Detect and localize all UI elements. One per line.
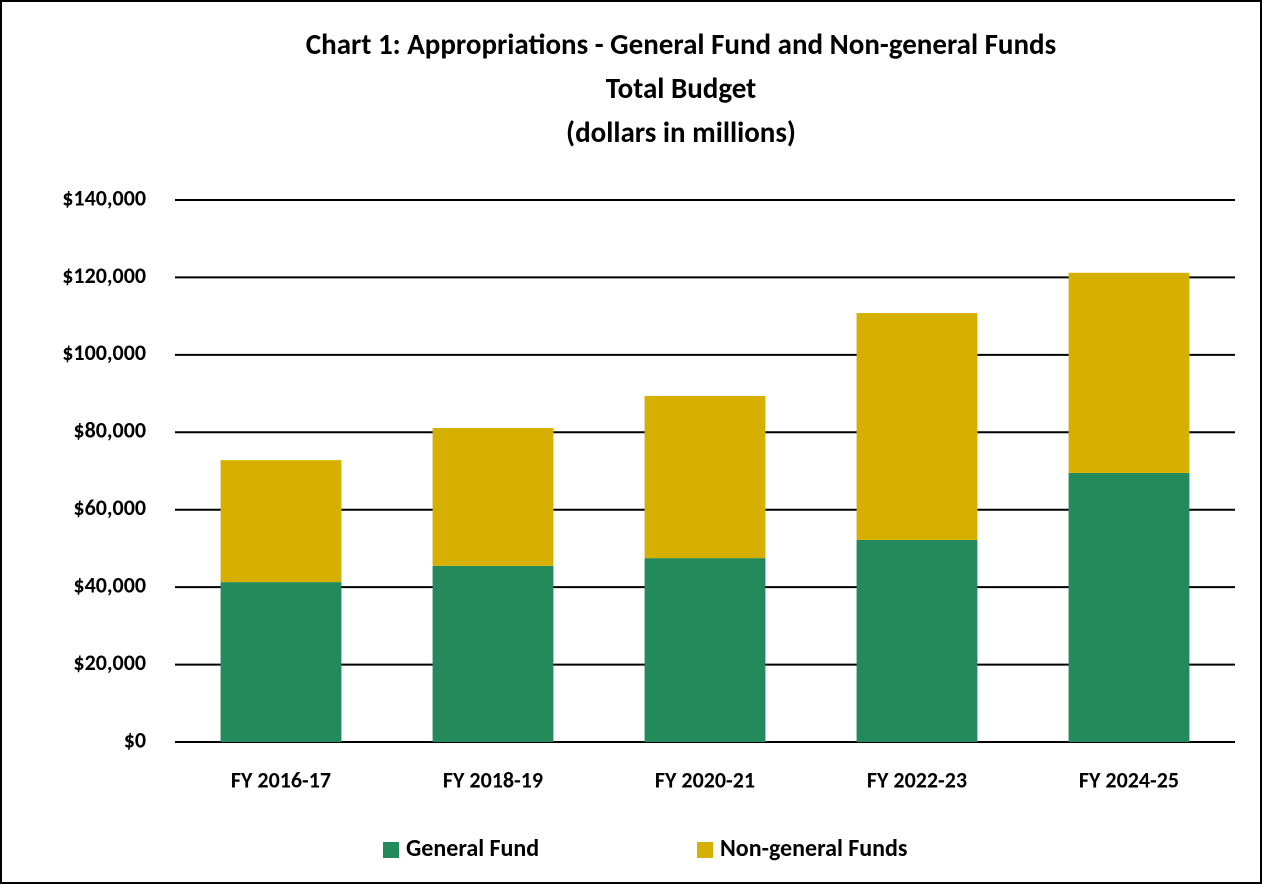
y-tick-label: $60,000 (73, 494, 146, 521)
y-tick-label: $0 (124, 726, 146, 753)
y-tick-label: $40,000 (73, 571, 146, 598)
y-tick-label: $100,000 (62, 339, 146, 366)
x-tick-label: FY 2018-19 (443, 766, 543, 793)
legend-swatch (697, 842, 713, 858)
x-tick-label: FY 2024-25 (1079, 766, 1179, 793)
bar-segment (644, 395, 766, 559)
y-tick-label: $140,000 (62, 184, 146, 211)
legend-label: Non-general Funds (720, 834, 908, 863)
y-tick-label: $80,000 (73, 417, 146, 444)
legend-swatch (383, 842, 399, 858)
x-tick-label: FY 2020-21 (655, 766, 755, 793)
chart-title: Chart 1: Appropriations - General Fund a… (306, 26, 1056, 62)
bar-segment (644, 558, 766, 742)
legend-label: General Fund (406, 834, 539, 863)
y-tick-label: $20,000 (73, 649, 146, 676)
bar-segment (1068, 472, 1190, 742)
bar-segment (856, 313, 978, 540)
bar-segment (856, 539, 978, 742)
bar-segment (220, 460, 342, 583)
chart-subtitle: (dollars in millions) (566, 114, 796, 150)
bar-segment (1068, 272, 1190, 473)
bar-segment (432, 428, 554, 566)
bar-segment (220, 582, 342, 742)
chart-subtitle: Total Budget (606, 70, 756, 106)
bar-segment (432, 565, 554, 742)
x-tick-label: FY 2022-23 (867, 766, 967, 793)
x-tick-label: FY 2016-17 (231, 766, 331, 793)
y-tick-label: $120,000 (62, 262, 146, 289)
